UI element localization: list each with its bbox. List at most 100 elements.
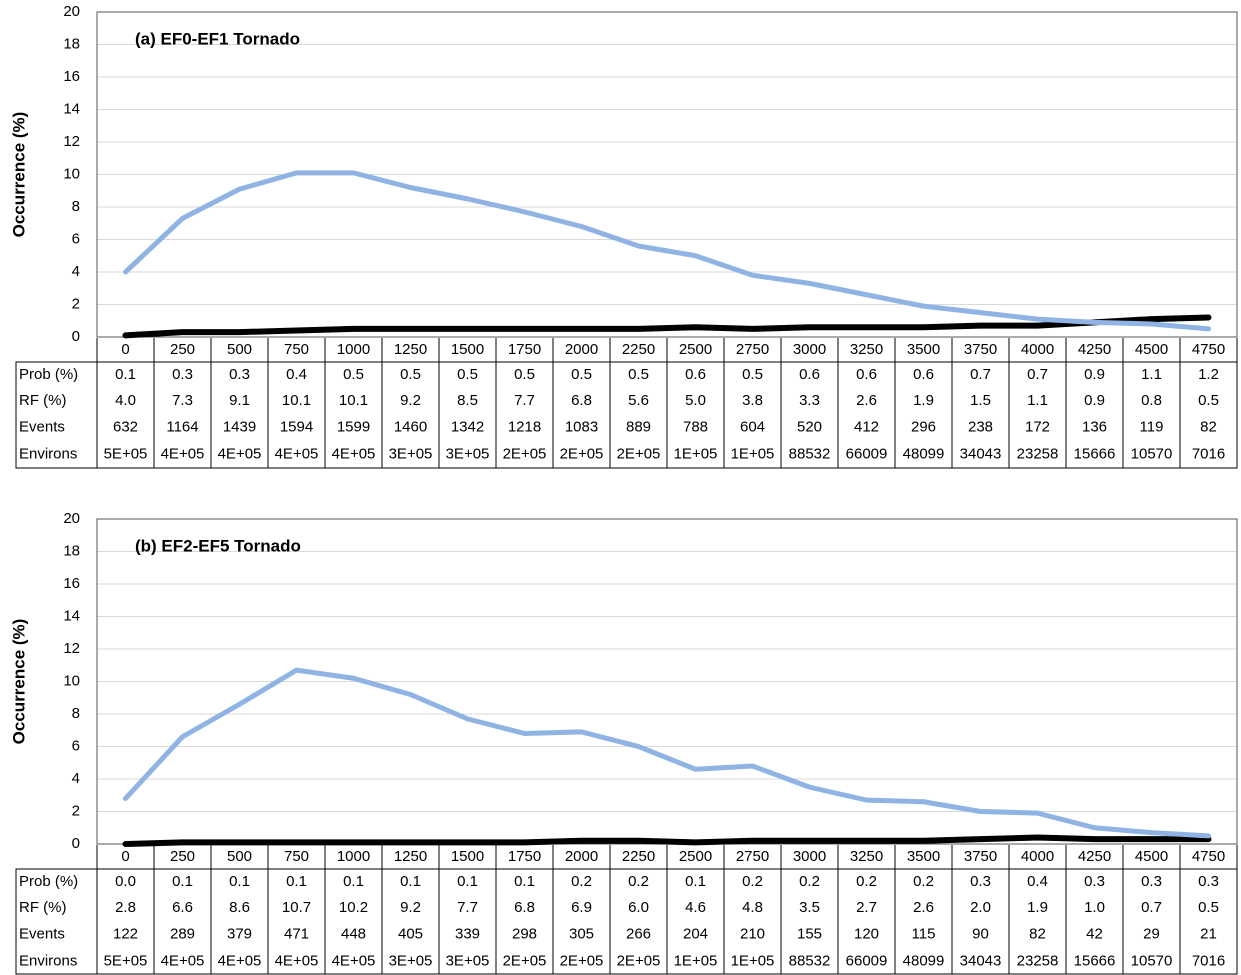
- table-cell: 0.2: [799, 873, 820, 890]
- table-cell: 1E+05: [731, 952, 775, 969]
- x-tick-label: 4500: [1135, 341, 1168, 358]
- table-cell: 66009: [846, 445, 888, 462]
- table-cell: 4.8: [742, 899, 763, 916]
- x-tick-label: 4750: [1192, 341, 1225, 358]
- x-tick-label: 1500: [451, 848, 484, 865]
- table-cell: 0.1: [400, 873, 421, 890]
- x-tick-label: 0: [121, 848, 129, 865]
- table-cell: 6.0: [628, 899, 649, 916]
- x-tick-label: 3500: [907, 341, 940, 358]
- table-cell: 0.6: [799, 366, 820, 383]
- y-tick-label: 20: [63, 3, 80, 20]
- row-label: Prob (%): [19, 873, 78, 890]
- y-tick-label: 0: [72, 835, 80, 852]
- table-cell: 10570: [1131, 952, 1173, 969]
- table-cell: 1.9: [913, 392, 934, 409]
- table-cell: 3E+05: [446, 445, 490, 462]
- x-tick-label: 250: [170, 341, 195, 358]
- table-cell: 0.4: [1027, 873, 1048, 890]
- table-cell: 4E+05: [332, 952, 376, 969]
- y-axis-label: Occurrence (%): [9, 112, 28, 238]
- table-cell: 10.1: [282, 392, 311, 409]
- table-cell: 0.5: [742, 366, 763, 383]
- table-cell: 82: [1200, 418, 1217, 435]
- y-tick-label: 8: [72, 705, 80, 722]
- table-cell: 7.7: [457, 899, 478, 916]
- table-cell: 405: [398, 925, 423, 942]
- table-cell: 0.2: [913, 873, 934, 890]
- x-tick-label: 750: [284, 848, 309, 865]
- table-cell: 34043: [960, 445, 1002, 462]
- x-tick-label: 4750: [1192, 848, 1225, 865]
- table-cell: 7016: [1192, 952, 1225, 969]
- y-tick-label: 10: [63, 672, 80, 689]
- x-tick-label: 250: [170, 848, 195, 865]
- y-tick-label: 2: [72, 802, 80, 819]
- x-tick-label: 2000: [565, 848, 598, 865]
- x-tick-label: 500: [227, 848, 252, 865]
- table-cell: 1594: [280, 418, 313, 435]
- table-cell: 48099: [903, 952, 945, 969]
- table-cell: 0.9: [1084, 392, 1105, 409]
- table-cell: 4E+05: [275, 952, 319, 969]
- table-cell: 0.5: [1198, 392, 1219, 409]
- table-cell: 82: [1029, 925, 1046, 942]
- row-label: RF (%): [19, 899, 67, 916]
- x-tick-label: 2250: [622, 848, 655, 865]
- table-cell: 1.0: [1084, 899, 1105, 916]
- table-cell: 1.1: [1027, 392, 1048, 409]
- x-tick-label: 500: [227, 341, 252, 358]
- table-cell: 0.5: [400, 366, 421, 383]
- table-cell: 42: [1086, 925, 1103, 942]
- table-cell: 0.2: [571, 873, 592, 890]
- table-cell: 210: [740, 925, 765, 942]
- table-cell: 5.0: [685, 392, 706, 409]
- table-cell: 15666: [1074, 445, 1116, 462]
- table-cell: 29: [1143, 925, 1160, 942]
- x-tick-label: 1750: [508, 848, 541, 865]
- table-cell: 1E+05: [674, 445, 718, 462]
- table-cell: 4.0: [115, 392, 136, 409]
- table-cell: 632: [113, 418, 138, 435]
- table-cell: 0.5: [514, 366, 535, 383]
- table-cell: 3.5: [799, 899, 820, 916]
- table-cell: 4E+05: [218, 445, 262, 462]
- table-cell: 412: [854, 418, 879, 435]
- table-cell: 0.3: [1084, 873, 1105, 890]
- table-cell: 2E+05: [503, 952, 547, 969]
- table-cell: 266: [626, 925, 651, 942]
- y-tick-label: 0: [72, 328, 80, 345]
- plot-frame: [96, 11, 1238, 338]
- x-tick-label: 3000: [793, 341, 826, 358]
- table-cell: 34043: [960, 952, 1002, 969]
- x-tick-label: 1250: [394, 341, 427, 358]
- x-tick-label: 3500: [907, 848, 940, 865]
- table-cell: 0.1: [229, 873, 250, 890]
- table-cell: 172: [1025, 418, 1050, 435]
- table-cell: 0.3: [1198, 873, 1219, 890]
- table-cell: 4E+05: [161, 952, 205, 969]
- table-cell: 2.0: [970, 899, 991, 916]
- table-cell: 788: [683, 418, 708, 435]
- table-cell: 2E+05: [560, 952, 604, 969]
- x-tick-label: 4500: [1135, 848, 1168, 865]
- table-cell: 155: [797, 925, 822, 942]
- table-cell: 1.1: [1141, 366, 1162, 383]
- table-cell: 0.1: [343, 873, 364, 890]
- table-cell: 5.6: [628, 392, 649, 409]
- table-cell: 9.1: [229, 392, 250, 409]
- series-line: [123, 170, 1211, 332]
- x-tick-label: 2250: [622, 341, 655, 358]
- table-cell: 1083: [565, 418, 598, 435]
- table-cell: 0.4: [286, 366, 307, 383]
- table-cell: 1599: [337, 418, 370, 435]
- table-cell: 6.8: [514, 899, 535, 916]
- table-cell: 5E+05: [104, 952, 148, 969]
- x-tick-label: 2500: [679, 848, 712, 865]
- table-cell: 88532: [789, 952, 831, 969]
- table-cell: 21: [1200, 925, 1217, 942]
- series-line: [122, 834, 1212, 847]
- y-tick-label: 6: [72, 230, 80, 247]
- table-cell: 289: [170, 925, 195, 942]
- y-tick-label: 16: [63, 68, 80, 85]
